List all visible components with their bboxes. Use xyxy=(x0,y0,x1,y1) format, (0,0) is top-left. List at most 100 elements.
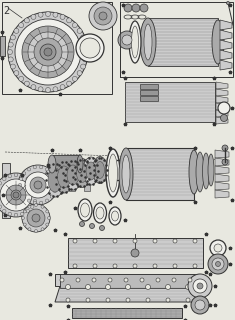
Ellipse shape xyxy=(48,168,62,192)
Circle shape xyxy=(14,71,19,76)
Ellipse shape xyxy=(129,21,141,63)
Circle shape xyxy=(221,105,227,111)
Circle shape xyxy=(14,28,19,33)
Circle shape xyxy=(222,159,228,165)
Circle shape xyxy=(86,284,90,290)
Circle shape xyxy=(35,229,38,233)
Circle shape xyxy=(27,209,45,227)
Circle shape xyxy=(25,172,51,198)
Circle shape xyxy=(145,284,150,290)
Circle shape xyxy=(72,76,77,81)
Circle shape xyxy=(212,258,224,270)
Ellipse shape xyxy=(94,203,106,223)
Circle shape xyxy=(195,300,205,310)
Circle shape xyxy=(8,50,12,54)
Circle shape xyxy=(41,228,44,231)
Polygon shape xyxy=(220,20,232,30)
Polygon shape xyxy=(215,174,229,182)
Circle shape xyxy=(86,298,90,302)
Circle shape xyxy=(186,298,190,302)
Text: 2: 2 xyxy=(3,6,9,16)
Circle shape xyxy=(113,264,117,268)
Polygon shape xyxy=(55,286,200,302)
Ellipse shape xyxy=(81,203,90,217)
Circle shape xyxy=(73,239,77,243)
Circle shape xyxy=(31,84,36,90)
Circle shape xyxy=(133,264,137,268)
Circle shape xyxy=(124,278,128,282)
Circle shape xyxy=(23,172,26,175)
Circle shape xyxy=(39,201,43,204)
Bar xyxy=(55,274,200,286)
Circle shape xyxy=(172,278,176,282)
Circle shape xyxy=(220,115,227,122)
Ellipse shape xyxy=(109,154,118,192)
Ellipse shape xyxy=(78,199,92,221)
Ellipse shape xyxy=(48,155,56,173)
Circle shape xyxy=(18,165,58,205)
Circle shape xyxy=(126,298,130,302)
Circle shape xyxy=(28,228,31,231)
Circle shape xyxy=(34,38,62,66)
Circle shape xyxy=(20,177,23,180)
Polygon shape xyxy=(215,150,229,158)
Circle shape xyxy=(40,44,56,60)
Circle shape xyxy=(66,298,70,302)
Bar xyxy=(140,84,158,89)
Circle shape xyxy=(140,4,148,12)
Ellipse shape xyxy=(95,162,105,179)
Circle shape xyxy=(214,244,222,252)
Bar xyxy=(0,36,5,56)
Circle shape xyxy=(30,181,34,185)
Circle shape xyxy=(118,31,136,49)
Circle shape xyxy=(173,239,177,243)
Circle shape xyxy=(67,18,72,23)
Circle shape xyxy=(19,76,24,81)
Circle shape xyxy=(76,278,80,282)
Ellipse shape xyxy=(106,149,120,197)
Circle shape xyxy=(33,199,37,203)
Circle shape xyxy=(23,210,26,213)
Polygon shape xyxy=(216,117,228,124)
Circle shape xyxy=(77,71,82,76)
Circle shape xyxy=(28,205,31,208)
Circle shape xyxy=(46,223,49,226)
Circle shape xyxy=(79,221,85,227)
Circle shape xyxy=(90,223,94,228)
Polygon shape xyxy=(220,30,232,40)
Ellipse shape xyxy=(93,156,107,183)
Ellipse shape xyxy=(144,24,152,60)
Circle shape xyxy=(215,261,220,267)
Circle shape xyxy=(53,87,58,92)
Circle shape xyxy=(26,177,30,180)
Bar xyxy=(60,274,195,288)
Circle shape xyxy=(32,214,40,222)
Circle shape xyxy=(21,217,24,220)
Circle shape xyxy=(94,7,112,25)
Ellipse shape xyxy=(83,157,99,185)
Circle shape xyxy=(28,32,68,72)
Circle shape xyxy=(53,177,56,180)
Ellipse shape xyxy=(212,20,224,64)
Circle shape xyxy=(140,278,144,282)
Polygon shape xyxy=(216,82,228,89)
Circle shape xyxy=(45,168,49,171)
Bar xyxy=(120,2,233,77)
Polygon shape xyxy=(215,190,229,198)
Circle shape xyxy=(27,199,31,202)
Circle shape xyxy=(0,181,2,185)
Bar xyxy=(126,148,194,200)
Circle shape xyxy=(156,278,160,282)
Circle shape xyxy=(27,168,31,171)
Circle shape xyxy=(20,212,24,216)
Polygon shape xyxy=(220,40,232,50)
Bar xyxy=(140,90,158,95)
Circle shape xyxy=(53,189,56,193)
Circle shape xyxy=(99,12,107,20)
Polygon shape xyxy=(216,89,228,96)
Circle shape xyxy=(10,64,16,69)
Circle shape xyxy=(22,204,50,232)
Circle shape xyxy=(38,87,43,92)
Circle shape xyxy=(131,249,139,257)
Circle shape xyxy=(81,64,86,69)
